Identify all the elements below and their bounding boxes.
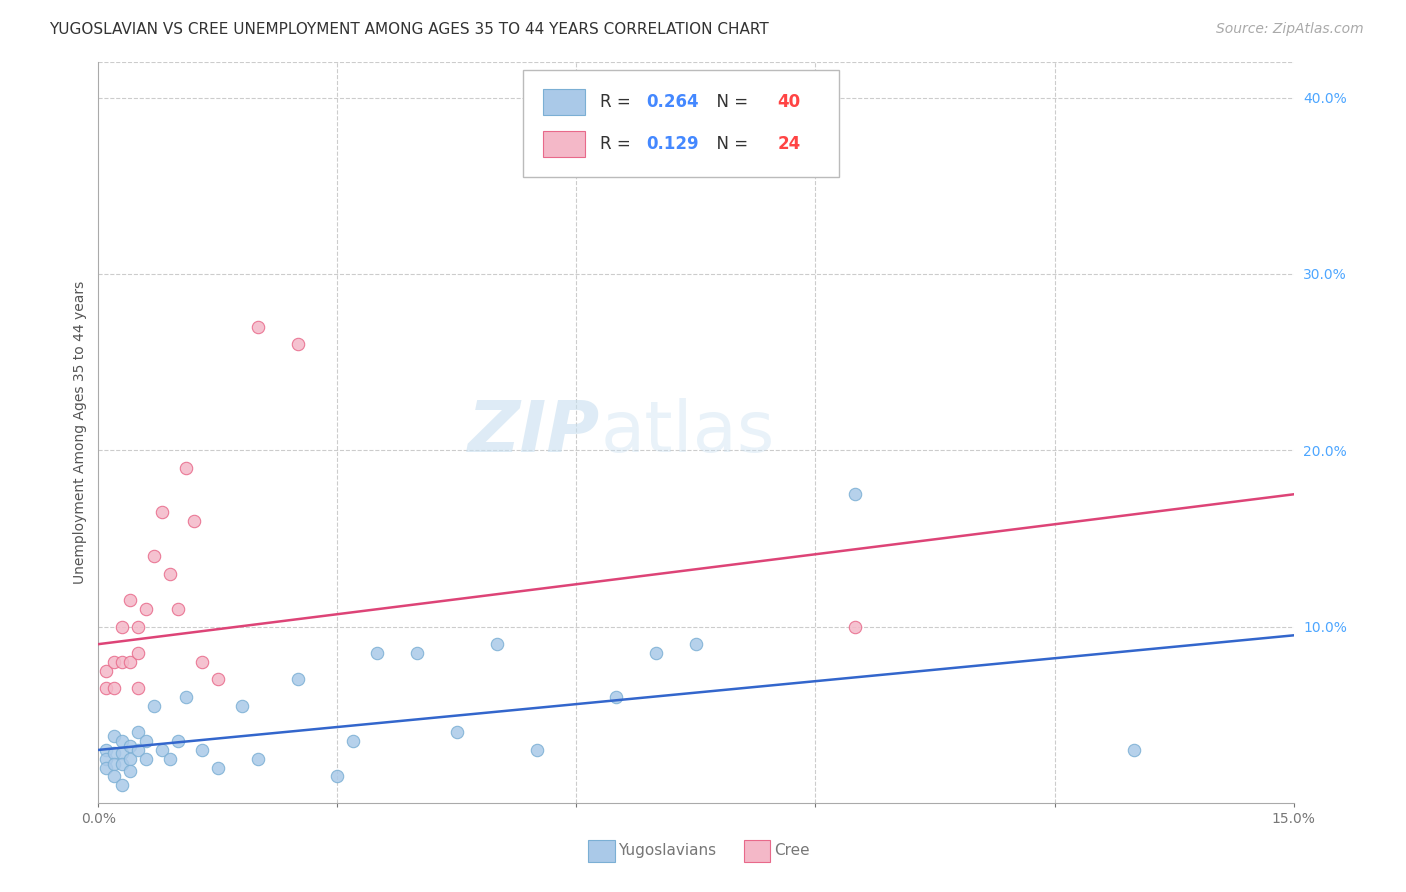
Point [605, 690, 627, 704]
Point [1123, 743, 1146, 757]
FancyBboxPatch shape [589, 840, 614, 862]
Point [446, 725, 468, 739]
Point [96, 752, 118, 766]
Text: Source: ZipAtlas.com: Source: ZipAtlas.com [1216, 22, 1364, 37]
Text: 24: 24 [778, 135, 800, 153]
Point [326, 769, 349, 783]
Point [174, 690, 197, 704]
Point [96, 743, 118, 757]
Text: R =: R = [600, 135, 637, 153]
Point [645, 646, 668, 660]
Text: Cree: Cree [773, 844, 810, 858]
Point [685, 637, 707, 651]
Point [406, 646, 429, 660]
Point [150, 743, 173, 757]
Point [120, 593, 142, 607]
Point [103, 747, 125, 761]
Point [103, 757, 125, 772]
Point [287, 673, 309, 687]
Point [111, 655, 134, 669]
Point [150, 505, 173, 519]
Point [231, 698, 253, 713]
Point [143, 549, 166, 563]
Point [191, 743, 214, 757]
Point [103, 769, 125, 783]
Point [207, 760, 229, 774]
Point [127, 646, 149, 660]
Point [135, 602, 157, 616]
Point [127, 743, 149, 757]
Text: ZIP: ZIP [468, 398, 600, 467]
Point [191, 655, 214, 669]
Point [135, 752, 157, 766]
Point [485, 637, 508, 651]
Point [844, 619, 866, 633]
Point [174, 461, 197, 475]
Point [135, 734, 157, 748]
Text: 40: 40 [778, 93, 800, 111]
Text: N =: N = [706, 93, 752, 111]
Y-axis label: Unemployment Among Ages 35 to 44 years: Unemployment Among Ages 35 to 44 years [73, 281, 87, 584]
Point [844, 487, 866, 501]
Point [120, 752, 142, 766]
Point [111, 734, 134, 748]
Point [804, 161, 827, 176]
Point [526, 743, 548, 757]
Point [167, 734, 190, 748]
Point [103, 729, 125, 743]
Point [111, 747, 134, 761]
FancyBboxPatch shape [543, 131, 585, 157]
Point [342, 734, 364, 748]
Text: R =: R = [600, 93, 637, 111]
Text: YUGOSLAVIAN VS CREE UNEMPLOYMENT AMONG AGES 35 TO 44 YEARS CORRELATION CHART: YUGOSLAVIAN VS CREE UNEMPLOYMENT AMONG A… [49, 22, 769, 37]
Text: Yugoslavians: Yugoslavians [619, 844, 717, 858]
Point [111, 757, 134, 772]
Point [127, 725, 149, 739]
Point [159, 566, 181, 581]
FancyBboxPatch shape [523, 70, 839, 178]
Point [287, 337, 309, 351]
FancyBboxPatch shape [744, 840, 770, 862]
Point [120, 764, 142, 778]
Point [159, 752, 181, 766]
Point [103, 655, 125, 669]
Point [111, 619, 134, 633]
Point [143, 698, 166, 713]
Point [120, 655, 142, 669]
Point [246, 752, 269, 766]
Point [111, 778, 134, 792]
Text: N =: N = [706, 135, 752, 153]
Point [127, 681, 149, 696]
FancyBboxPatch shape [543, 88, 585, 115]
Text: 0.129: 0.129 [645, 135, 699, 153]
Point [96, 760, 118, 774]
Point [366, 646, 388, 660]
Point [207, 673, 229, 687]
Text: 0.264: 0.264 [645, 93, 699, 111]
Point [103, 681, 125, 696]
Point [127, 619, 149, 633]
Point [120, 739, 142, 754]
Text: atlas: atlas [600, 398, 775, 467]
Point [183, 514, 205, 528]
Point [246, 319, 269, 334]
Point [96, 681, 118, 696]
Point [167, 602, 190, 616]
Point [96, 664, 118, 678]
